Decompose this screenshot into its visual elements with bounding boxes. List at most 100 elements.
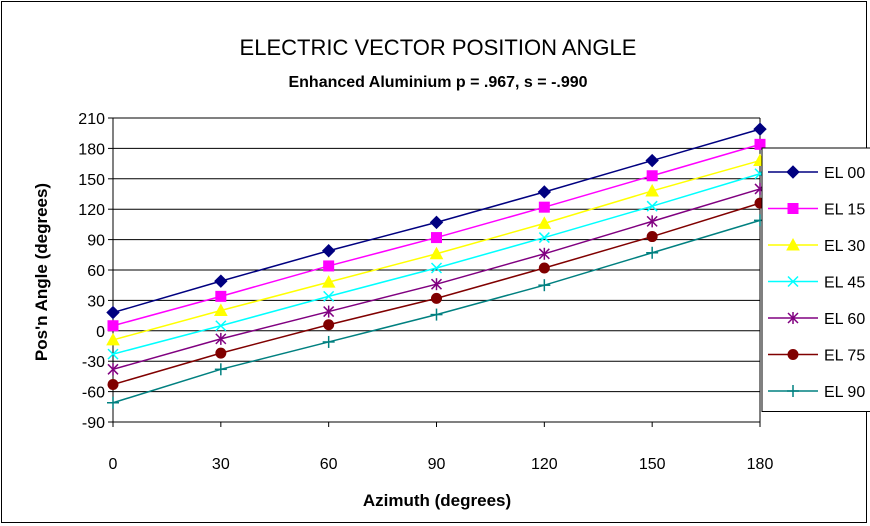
series-el-45 <box>107 168 766 360</box>
legend-box <box>761 147 870 412</box>
data-point <box>107 396 119 409</box>
legend-item: EL 45 <box>768 275 865 292</box>
legend-item: EL 75 <box>768 348 865 365</box>
legend-item: EL 15 <box>768 202 865 219</box>
data-point <box>646 215 658 228</box>
data-point <box>538 247 550 260</box>
x-axis-label: Azimuth (degrees) <box>363 491 511 510</box>
y-tick-label: 210 <box>78 111 105 128</box>
x-tick-label: 60 <box>320 456 338 473</box>
series-el-75 <box>107 197 766 391</box>
series-el-15 <box>107 138 766 332</box>
data-point <box>538 201 550 213</box>
data-point <box>430 308 443 321</box>
data-point <box>429 215 444 230</box>
data-point <box>321 275 336 288</box>
data-point <box>753 122 767 136</box>
series-el-30 <box>106 153 767 346</box>
y-tick-label: -90 <box>82 415 105 432</box>
series-el-00 <box>106 122 767 320</box>
legend-label: EL 90 <box>824 384 865 401</box>
legend-marker <box>786 237 800 251</box>
data-point <box>323 260 335 272</box>
data-point <box>646 170 658 182</box>
legend-marker <box>787 203 799 214</box>
data-point <box>323 305 335 318</box>
data-point <box>645 183 660 197</box>
data-point <box>215 290 227 302</box>
x-tick-label: 0 <box>109 456 118 473</box>
data-point <box>431 292 442 304</box>
chart-title: ELECTRIC VECTOR POSITION ANGLE <box>240 35 637 60</box>
data-point <box>538 262 550 274</box>
x-tick-label: 30 <box>212 456 230 473</box>
y-tick-label: 0 <box>96 324 105 341</box>
legend-label: EL 75 <box>824 348 865 365</box>
data-point <box>215 320 227 332</box>
y-tick-label: -60 <box>82 385 105 402</box>
series-el-90 <box>107 214 766 409</box>
data-point <box>538 232 550 244</box>
legend-item: EL 60 <box>768 311 865 328</box>
x-tick-label: 150 <box>639 456 666 473</box>
series-line <box>112 173 761 355</box>
data-point <box>214 274 228 288</box>
series-group <box>106 122 767 409</box>
y-tick-label: 150 <box>78 172 105 189</box>
y-tick-label: -30 <box>82 354 105 371</box>
x-tick-label: 120 <box>531 456 558 473</box>
x-tick-label: 180 <box>747 456 774 473</box>
legend-label: EL 00 <box>824 165 865 182</box>
data-point <box>107 348 119 360</box>
series-el-60 <box>107 182 766 376</box>
data-point <box>322 335 335 348</box>
data-point <box>107 379 119 391</box>
legend-marker <box>786 165 800 179</box>
data-point <box>215 347 227 359</box>
legend-marker <box>787 349 799 360</box>
data-point <box>645 153 659 168</box>
legend: EL 00 EL 15 EL 30 EL 45 EL 60 EL 75 EL 90 <box>761 147 870 412</box>
y-tick-label: 180 <box>78 141 105 158</box>
data-point <box>215 332 227 345</box>
legend-label: EL 60 <box>824 311 865 328</box>
x-tick-labels: 0 30 60 90 120 150 180 <box>109 422 774 473</box>
data-point <box>537 185 552 199</box>
legend-item: EL 90 <box>768 384 865 401</box>
legend-item: EL 00 <box>768 165 865 182</box>
data-point <box>107 363 119 376</box>
data-point <box>106 305 120 320</box>
data-point <box>107 320 119 332</box>
legend-item: EL 30 <box>768 237 865 255</box>
y-tick-labels: 210 180 150 120 90 60 30 0 -30 -60 -90 <box>78 111 113 432</box>
data-point <box>321 244 336 258</box>
data-point <box>646 231 658 243</box>
legend-label: EL 30 <box>824 238 865 255</box>
chart-subtitle: Enhanced Aluminium p = .967, s = -.990 <box>288 74 587 91</box>
y-axis-label: Pos'n Angle (degrees) <box>32 183 51 361</box>
data-point <box>213 303 228 317</box>
y-tick-label: 30 <box>87 293 105 310</box>
legend-marker <box>787 312 799 324</box>
legend-label: EL 15 <box>824 202 865 219</box>
y-tick-label: 120 <box>78 202 105 219</box>
data-point <box>646 200 658 212</box>
data-point <box>430 262 443 274</box>
data-point <box>430 278 443 291</box>
data-point <box>537 216 552 229</box>
legend-label: EL 45 <box>824 275 865 292</box>
legend-marker <box>787 385 799 397</box>
data-point <box>754 138 766 150</box>
data-point <box>323 290 335 302</box>
legend-marker <box>787 275 799 288</box>
data-point <box>431 232 442 244</box>
y-tick-label: 60 <box>87 263 105 280</box>
data-point <box>429 246 444 260</box>
grid-lines <box>113 117 760 423</box>
data-point <box>538 279 551 292</box>
y-tick-label: 90 <box>87 233 105 250</box>
data-point <box>323 319 335 331</box>
data-point <box>106 332 120 346</box>
